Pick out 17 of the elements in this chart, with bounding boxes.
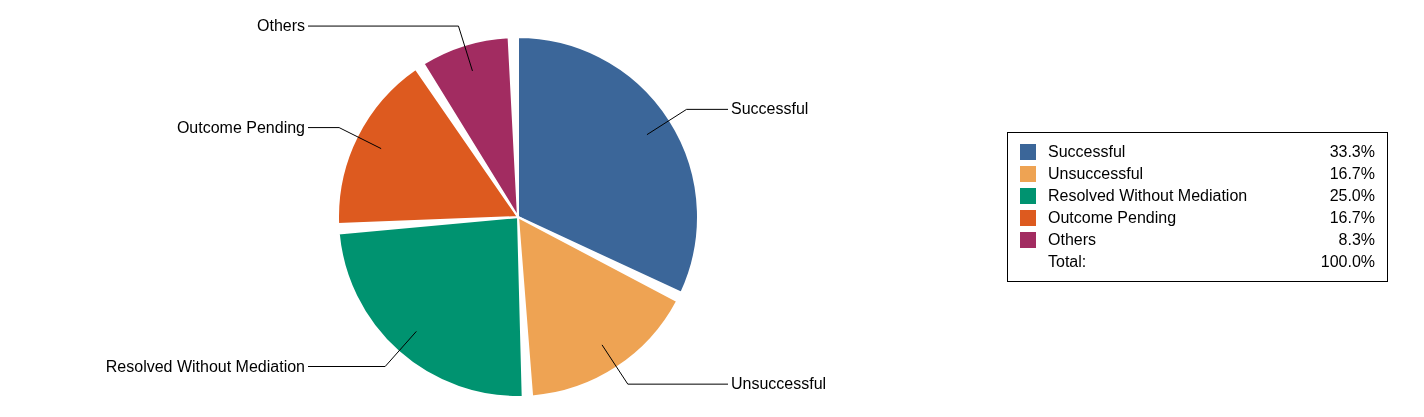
data-label: 8.3% xyxy=(1338,231,1375,249)
data-label: 33.3% xyxy=(1329,143,1375,161)
slice-label: Unsuccessful xyxy=(731,375,827,393)
slice-label: Others xyxy=(256,17,305,35)
slice-label: Resolved Without Mediation xyxy=(105,357,305,375)
legend-label: Successful xyxy=(1048,143,1127,161)
slice-label: Successful xyxy=(731,100,809,118)
text: Total: xyxy=(1048,253,1088,271)
legend-label: Outcome Pending xyxy=(1048,209,1178,227)
legend-label: Resolved Without Mediation xyxy=(1048,187,1249,205)
slice-label: Outcome Pending xyxy=(176,118,305,136)
legend-label: Unsuccessful xyxy=(1048,165,1145,183)
data-label: 16.7% xyxy=(1329,165,1375,183)
data-label: 25.0% xyxy=(1329,187,1375,205)
data-label: 16.7% xyxy=(1329,209,1375,227)
legend-label: Others xyxy=(1048,231,1097,249)
text: 100.0% xyxy=(1320,253,1375,271)
